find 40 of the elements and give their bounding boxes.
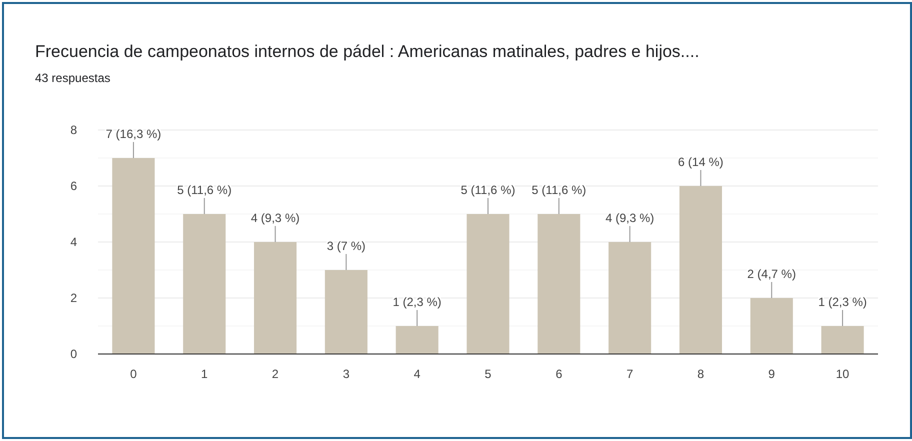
bar	[821, 326, 864, 354]
data-label: 3 (7 %)	[326, 239, 366, 253]
data-label: 1 (2,3 %)	[818, 295, 867, 309]
chart-title: Frecuencia de campeonatos internos de pádel : Americanas matinales, padres e hijos....	[35, 42, 700, 61]
x-tick-label: 2	[272, 367, 279, 382]
data-label: 5 (11,6 %)	[177, 183, 232, 197]
bar	[112, 158, 155, 354]
x-tick-label: 0	[130, 367, 138, 382]
bar	[466, 214, 510, 354]
data-label: 5 (11,6 %)	[532, 183, 586, 197]
y-tick-label: 2	[70, 291, 78, 306]
data-label: 4 (9,3 %)	[605, 211, 654, 225]
y-tick-label: 8	[70, 123, 78, 138]
x-tick-label: 6	[556, 367, 563, 382]
data-label: 2 (4,7 %)	[747, 267, 796, 281]
x-tick-label: 3	[342, 367, 350, 382]
bar	[608, 242, 652, 354]
x-tick-label: 8	[697, 367, 704, 382]
bar	[538, 214, 580, 354]
bar	[396, 326, 438, 354]
y-tick-label: 0	[70, 347, 78, 362]
bar	[679, 186, 722, 354]
y-tick-label: 4	[70, 235, 78, 250]
data-label: 7 (16,3 %)	[106, 127, 162, 141]
data-label: 6 (14 %)	[678, 155, 724, 169]
data-label: 1 (2,3 %)	[392, 295, 442, 309]
x-tick-label: 1	[201, 367, 208, 382]
x-tick-label: 10	[836, 367, 850, 382]
bar	[183, 214, 226, 354]
data-label: 4 (9,3 %)	[250, 211, 300, 225]
bar	[254, 242, 297, 354]
x-tick-label: 9	[768, 367, 776, 382]
y-tick-label: 6	[70, 179, 78, 194]
bar	[324, 270, 368, 354]
x-tick-label: 7	[626, 367, 634, 382]
bar	[750, 298, 793, 354]
chart-subtitle: 43 respuestas	[35, 71, 110, 85]
x-tick-label: 4	[414, 367, 421, 382]
x-tick-label: 5	[484, 367, 492, 382]
data-label: 5 (11,6 %)	[460, 183, 516, 197]
